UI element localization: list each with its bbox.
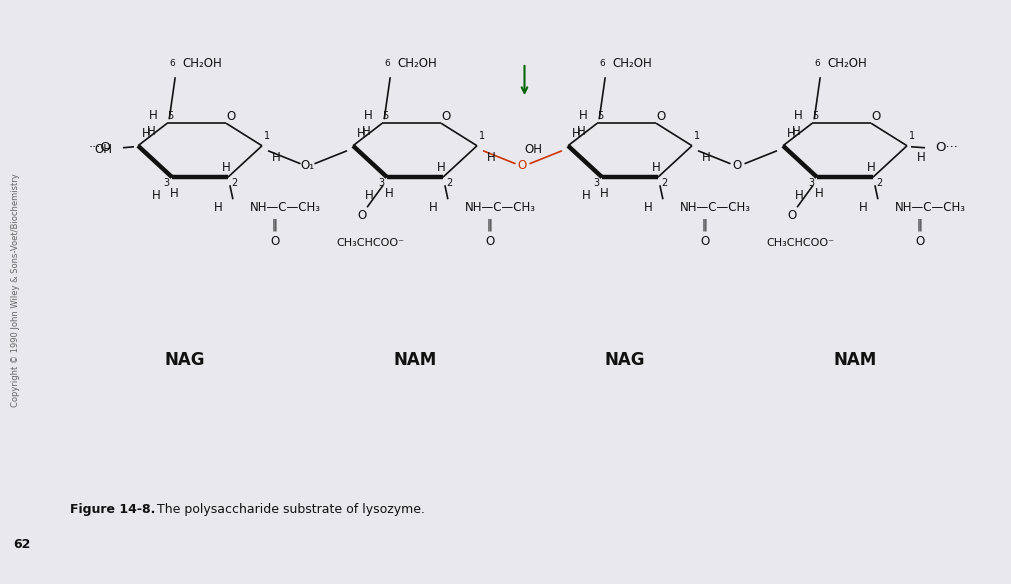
Text: ‖: ‖ <box>916 219 922 232</box>
Text: O: O <box>357 208 366 222</box>
Text: 3: 3 <box>378 178 384 188</box>
Text: 5: 5 <box>382 111 388 121</box>
Text: H: H <box>147 125 156 138</box>
Text: H: H <box>571 127 579 140</box>
Text: H: H <box>786 127 795 140</box>
Text: O: O <box>732 159 741 172</box>
Text: H: H <box>214 201 222 214</box>
Text: O₁: O₁ <box>300 159 314 172</box>
Text: H: H <box>221 161 231 174</box>
Text: 1: 1 <box>264 131 270 141</box>
Text: H: H <box>486 151 495 164</box>
Text: CH₂OH: CH₂OH <box>397 57 437 69</box>
Text: 3: 3 <box>163 178 169 188</box>
Text: H: H <box>429 201 438 214</box>
Text: H: H <box>170 187 178 200</box>
Text: H: H <box>858 201 867 214</box>
Text: 1: 1 <box>478 131 484 141</box>
Text: H: H <box>149 109 158 121</box>
Text: H: H <box>362 125 370 138</box>
Text: O···: O··· <box>934 141 957 154</box>
Text: 1: 1 <box>694 131 700 141</box>
Text: NH—C—CH₃: NH—C—CH₃ <box>678 201 750 214</box>
Text: H: H <box>384 187 393 200</box>
Text: O: O <box>226 110 236 123</box>
Text: Figure 14-8.: Figure 14-8. <box>70 503 156 516</box>
Text: O: O <box>787 208 796 222</box>
Text: H: H <box>644 201 652 214</box>
Text: H: H <box>701 151 710 164</box>
Text: ‖: ‖ <box>272 219 278 232</box>
Text: 5: 5 <box>167 111 173 121</box>
Text: O: O <box>441 110 450 123</box>
Text: O: O <box>270 235 279 248</box>
Text: 6: 6 <box>814 59 819 68</box>
Text: H: H <box>581 189 589 201</box>
Text: 6: 6 <box>599 59 605 68</box>
Text: H: H <box>651 161 659 174</box>
Text: H: H <box>356 127 365 140</box>
Text: H: H <box>793 109 802 121</box>
Text: CH₂OH: CH₂OH <box>182 57 221 69</box>
Text: 5: 5 <box>811 111 818 121</box>
Text: ‖: ‖ <box>486 219 492 232</box>
Text: NAM: NAM <box>393 351 436 369</box>
Text: H: H <box>791 125 800 138</box>
Text: 5: 5 <box>596 111 603 121</box>
Text: H: H <box>142 127 151 140</box>
Text: 2: 2 <box>660 178 666 188</box>
Text: H: H <box>436 161 445 174</box>
Text: 6: 6 <box>384 59 390 68</box>
Text: H: H <box>794 189 803 201</box>
Text: H: H <box>578 109 587 121</box>
Text: NH—C—CH₃: NH—C—CH₃ <box>894 201 964 214</box>
Text: ‖: ‖ <box>702 219 707 232</box>
Text: H: H <box>916 151 924 164</box>
Text: H: H <box>600 187 608 200</box>
Text: CH₂OH: CH₂OH <box>827 57 866 69</box>
Text: CH₂OH: CH₂OH <box>612 57 651 69</box>
Text: 2: 2 <box>231 178 237 188</box>
Text: 1: 1 <box>908 131 914 141</box>
Text: O: O <box>700 235 709 248</box>
Text: 6: 6 <box>169 59 175 68</box>
Text: H: H <box>152 189 161 201</box>
Text: 3: 3 <box>592 178 599 188</box>
Text: H: H <box>364 109 372 121</box>
Text: O: O <box>485 235 494 248</box>
Text: OH: OH <box>524 143 542 157</box>
Text: NAG: NAG <box>165 351 205 369</box>
Text: O: O <box>518 159 527 172</box>
Text: 62: 62 <box>13 538 30 551</box>
Text: H: H <box>271 151 280 164</box>
Text: CH₃CHCOO⁻: CH₃CHCOO⁻ <box>336 238 403 248</box>
Text: NH—C—CH₃: NH—C—CH₃ <box>249 201 320 214</box>
Text: 3: 3 <box>807 178 814 188</box>
Text: NH—C—CH₃: NH—C—CH₃ <box>464 201 535 214</box>
Text: NAM: NAM <box>832 351 876 369</box>
Text: ···O: ···O <box>89 141 111 154</box>
Text: H: H <box>576 125 585 138</box>
Text: H: H <box>865 161 875 174</box>
Text: O: O <box>870 110 880 123</box>
Text: CH₃CHCOO⁻: CH₃CHCOO⁻ <box>765 238 833 248</box>
Text: O: O <box>914 235 924 248</box>
Text: OH: OH <box>94 143 112 157</box>
Text: 2: 2 <box>875 178 882 188</box>
Text: Copyright © 1990 John Wiley & Sons-Voet/Biochemistry: Copyright © 1990 John Wiley & Sons-Voet/… <box>11 173 20 407</box>
Text: NAG: NAG <box>605 351 645 369</box>
Text: 2: 2 <box>445 178 452 188</box>
Text: H: H <box>364 189 373 201</box>
Text: H: H <box>814 187 823 200</box>
Text: O: O <box>656 110 665 123</box>
Text: The polysaccharide substrate of lysozyme.: The polysaccharide substrate of lysozyme… <box>153 503 425 516</box>
